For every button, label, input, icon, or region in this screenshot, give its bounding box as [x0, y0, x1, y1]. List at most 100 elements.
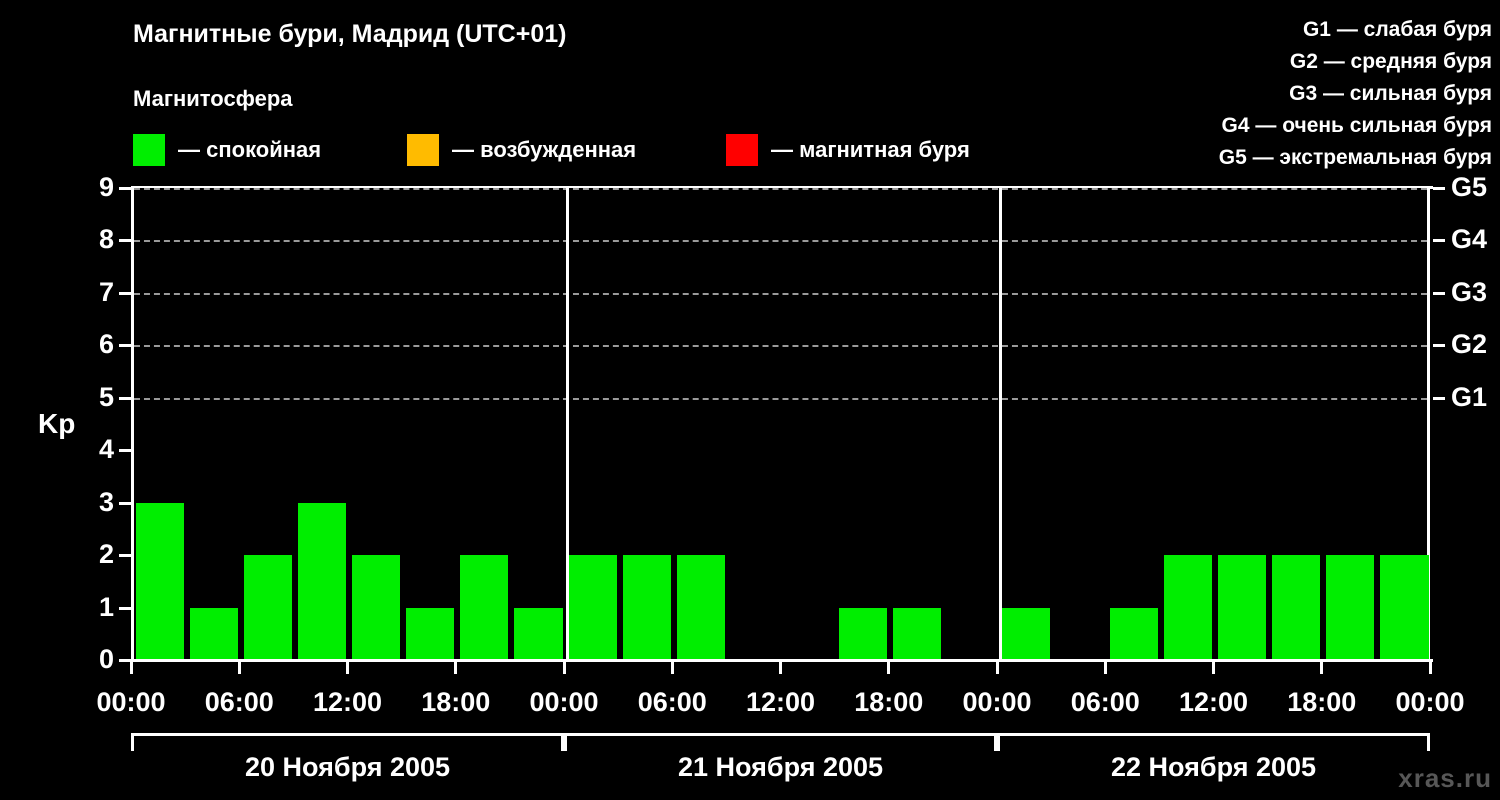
- g-scale-code: G5: [1218, 146, 1253, 169]
- day-bracket: [564, 733, 997, 751]
- g-scale-legend-row: G5 — экстремальная буря: [1072, 142, 1492, 174]
- bar[interactable]: [297, 502, 346, 660]
- bar[interactable]: [893, 607, 942, 660]
- x-tick-mark: [237, 662, 241, 674]
- x-tick-mark: [1103, 662, 1107, 674]
- x-tick-label: 00:00: [529, 687, 599, 717]
- legend-entry[interactable]: — магнитная буря: [726, 133, 970, 167]
- g-tick-mark: [1433, 291, 1445, 295]
- bar[interactable]: [839, 607, 888, 660]
- gridline-kp-9: [134, 188, 1427, 190]
- page-title: Магнитные бури, Мадрид (UTC+01): [133, 20, 567, 48]
- legend-entry[interactable]: — возбужденная: [407, 133, 636, 167]
- x-tick-mark: [346, 662, 349, 674]
- bar[interactable]: [514, 607, 563, 660]
- g-tick-mark: [1433, 187, 1445, 190]
- x-tick-mark: [1428, 662, 1432, 674]
- bar[interactable]: [1326, 555, 1375, 660]
- day-bracket: [997, 733, 1430, 751]
- x-tick-mark: [779, 662, 782, 674]
- bar[interactable]: [1272, 555, 1321, 660]
- bar[interactable]: [406, 607, 455, 660]
- x-tick-mark: [1212, 662, 1215, 674]
- day-label: 22 Ноября 2005: [1110, 752, 1317, 782]
- g-scale-legend: G1 — слабая буря G2 — средняя буря G3 — си…: [1072, 14, 1492, 174]
- bar[interactable]: [135, 502, 184, 660]
- g-scale-legend-row: G2 — средняя буря: [1072, 46, 1492, 78]
- bar[interactable]: [1218, 555, 1267, 660]
- x-tick-label: 18:00: [854, 687, 924, 717]
- x-tick-label: 18:00: [421, 687, 491, 717]
- g-tick-mark: [1433, 344, 1445, 348]
- g-scale-code: G2: [1289, 50, 1324, 73]
- y-tick-label: 1: [98, 591, 114, 622]
- x-tick-mark: [562, 662, 566, 674]
- y-tick-mark: [119, 239, 131, 243]
- legend-label: — спокойная: [178, 137, 322, 162]
- bar[interactable]: [622, 555, 671, 660]
- bar[interactable]: [676, 555, 725, 660]
- watermark: xras.ru: [1398, 763, 1492, 793]
- g-tick-label: G5: [1451, 172, 1488, 202]
- g-scale-description: — слабая буря: [1336, 18, 1492, 41]
- day-label: 21 Ноября 2005: [677, 752, 884, 782]
- y-tick-mark: [119, 344, 131, 348]
- legend-label: — возбужденная: [452, 137, 637, 162]
- y-tick-mark: [119, 554, 131, 558]
- x-tick-label: 12:00: [1178, 687, 1249, 717]
- bar[interactable]: [1163, 555, 1212, 660]
- y-tick-label: 8: [98, 224, 114, 255]
- y-tick-label: 6: [98, 329, 114, 360]
- day-bracket: [131, 733, 564, 751]
- bar[interactable]: [568, 555, 617, 660]
- x-tick-mark: [129, 662, 133, 674]
- bar[interactable]: [189, 607, 238, 660]
- bar[interactable]: [1001, 607, 1050, 660]
- bar[interactable]: [460, 555, 509, 660]
- day-divider: [565, 186, 569, 660]
- y-tick-label: 7: [98, 276, 114, 307]
- y-tick-mark: [119, 396, 131, 400]
- x-tick-mark: [887, 662, 891, 674]
- y-tick-label: 5: [98, 381, 114, 412]
- bar[interactable]: [1380, 555, 1429, 660]
- bar[interactable]: [243, 555, 292, 660]
- gridline-kp-5: [134, 397, 1427, 400]
- legend-entry[interactable]: — спокойная: [133, 133, 321, 167]
- g-scale-code: G3: [1289, 82, 1323, 105]
- g-scale-description: — экстремальная буря: [1252, 146, 1492, 169]
- magnetosphere-heading: Магнитосфера: [133, 86, 293, 111]
- plot-frame-bottom: [131, 659, 1433, 662]
- g-tick-label: G3: [1451, 276, 1488, 307]
- plot-frame-top: [131, 186, 1433, 189]
- y-tick-mark: [119, 449, 131, 453]
- x-tick-mark: [1320, 662, 1324, 674]
- y-tick-mark: [119, 606, 131, 610]
- y-tick-label: 0: [98, 644, 114, 674]
- y-tick-label: 9: [98, 172, 114, 202]
- bar[interactable]: [1109, 607, 1158, 660]
- y-tick-mark: [119, 187, 131, 190]
- x-tick-mark: [454, 662, 458, 674]
- g-scale-legend-row: G4 — очень сильная буря: [1072, 110, 1493, 142]
- x-tick-label: 00:00: [962, 687, 1032, 717]
- y-tick-mark: [119, 501, 131, 505]
- chart-plot-area[interactable]: [131, 186, 1430, 660]
- y-axis-title: Kp: [38, 408, 76, 439]
- quiet-swatch: [133, 134, 165, 166]
- y-tick-label: 2: [98, 539, 114, 570]
- bar[interactable]: [352, 555, 401, 660]
- x-tick-label: 00:00: [1395, 687, 1465, 717]
- y-tick-mark: [119, 659, 131, 662]
- x-tick-label: 06:00: [1070, 687, 1140, 717]
- storm-swatch: [726, 134, 758, 166]
- x-tick-label: 18:00: [1287, 687, 1357, 717]
- g-tick-label: G1: [1451, 381, 1488, 412]
- g-tick-mark: [1433, 239, 1445, 243]
- g-scale-legend-row: G3 — сильная буря: [1072, 78, 1492, 110]
- gridline-kp-6: [134, 345, 1427, 348]
- x-tick-label: 06:00: [637, 687, 707, 717]
- g-tick-mark: [1433, 396, 1445, 400]
- g-tick-label: G4: [1451, 224, 1488, 255]
- legend-label: — магнитная буря: [771, 137, 970, 162]
